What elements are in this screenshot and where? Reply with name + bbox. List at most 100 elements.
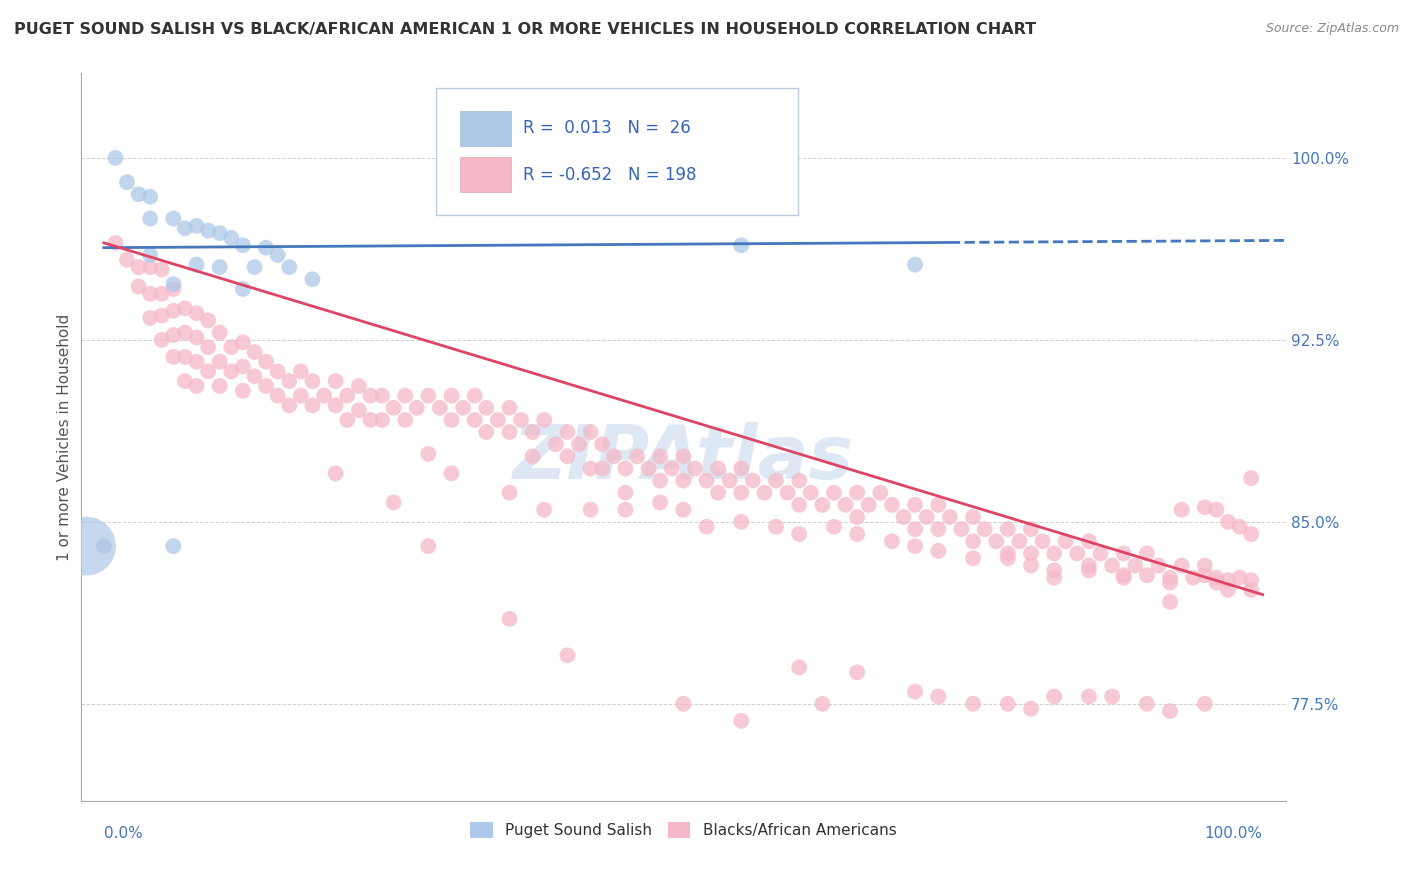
Point [221,364,243,378]
Point [1112,571,1135,585]
Point [997,546,1019,560]
Point [614,485,637,500]
Point [765,474,787,488]
Point [811,697,834,711]
Point [997,697,1019,711]
Point [347,379,370,393]
Point [208,326,231,340]
Point [139,260,162,274]
Point [1240,573,1263,587]
Point [1136,568,1159,582]
Point [254,355,277,369]
FancyBboxPatch shape [460,157,510,193]
Point [904,258,927,272]
Point [557,648,579,663]
Point [683,461,706,475]
Point [1159,575,1181,590]
Point [1112,546,1135,560]
Point [1136,697,1159,711]
Point [1205,502,1227,516]
Point [1043,571,1066,585]
Point [371,389,394,403]
Point [128,187,150,202]
Point [371,413,394,427]
Point [278,398,301,412]
Point [382,401,405,415]
Point [1205,571,1227,585]
Point [325,398,347,412]
Point [1216,515,1239,529]
Point [290,364,312,378]
Point [591,461,613,475]
Point [533,413,555,427]
Point [139,311,162,326]
Point [510,413,533,427]
Point [278,374,301,388]
Point [266,389,288,403]
FancyBboxPatch shape [460,111,510,145]
Point [75,539,97,553]
Point [1240,527,1263,541]
Point [787,527,810,541]
Point [672,502,695,516]
Point [672,450,695,464]
Point [927,544,949,558]
Point [290,389,312,403]
Point [904,498,927,512]
Point [661,461,683,475]
Point [186,306,208,320]
Point [927,522,949,536]
Point [579,425,602,439]
Point [962,534,984,549]
Point [765,519,787,533]
Point [475,401,498,415]
Point [1194,568,1216,582]
Point [741,474,763,488]
Point [186,355,208,369]
Point [1032,534,1054,549]
Point [486,413,509,427]
Point [325,374,347,388]
Point [1216,582,1239,597]
Point [1043,690,1066,704]
Point [464,389,486,403]
Point [650,474,672,488]
Point [787,660,810,674]
Point [1043,563,1066,577]
Point [150,286,173,301]
Point [880,534,903,549]
Point [115,252,138,267]
Point [1043,546,1066,560]
Point [672,474,695,488]
Point [1159,704,1181,718]
Point [1229,519,1251,533]
Point [568,437,591,451]
Point [927,690,949,704]
Point [1077,534,1099,549]
Point [162,282,184,296]
Point [498,425,520,439]
Point [162,539,184,553]
Point [893,510,915,524]
Point [614,502,637,516]
Point [626,450,648,464]
Point [174,374,197,388]
Point [904,684,927,698]
Point [382,495,405,509]
Point [1182,571,1205,585]
Point [927,498,949,512]
Point [232,282,254,296]
Point [707,485,730,500]
Point [695,474,717,488]
Point [498,485,520,500]
Point [394,389,416,403]
Point [150,309,173,323]
Point [603,450,626,464]
Point [730,515,752,529]
Point [174,221,197,235]
Point [718,474,741,488]
Point [359,389,381,403]
Point [1147,558,1170,573]
Point [464,413,486,427]
Point [115,175,138,189]
